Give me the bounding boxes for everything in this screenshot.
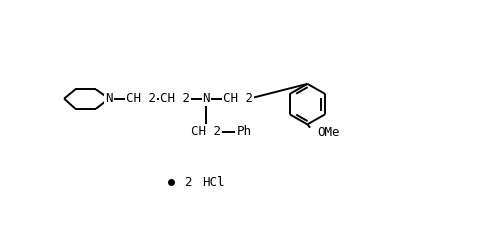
Text: CH 2: CH 2 — [126, 92, 156, 105]
Text: HCl: HCl — [202, 176, 225, 189]
Text: OMe: OMe — [317, 126, 340, 139]
Text: N: N — [105, 92, 113, 105]
Text: CH 2: CH 2 — [159, 92, 189, 105]
Text: CH 2: CH 2 — [191, 125, 221, 138]
Text: Ph: Ph — [236, 125, 251, 138]
Text: N: N — [202, 92, 210, 105]
Text: CH 2: CH 2 — [223, 92, 253, 105]
Text: 2: 2 — [184, 176, 191, 189]
